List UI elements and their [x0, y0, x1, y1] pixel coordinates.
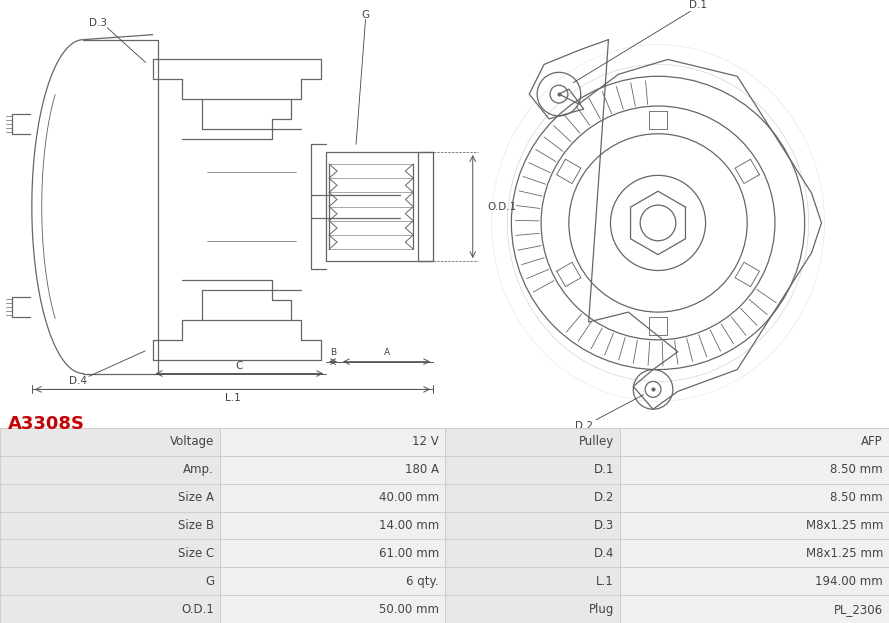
- Bar: [0, 483, 220, 511]
- Bar: [620, 483, 889, 511]
- Text: 50.00 mm: 50.00 mm: [379, 602, 439, 616]
- Text: Size B: Size B: [178, 519, 214, 532]
- Text: C: C: [236, 361, 243, 371]
- Bar: [620, 511, 889, 540]
- Text: AFP: AFP: [861, 435, 883, 449]
- Bar: [220, 568, 445, 595]
- Text: D.1: D.1: [594, 464, 614, 476]
- Text: D.3: D.3: [89, 18, 108, 28]
- Bar: [0, 428, 220, 456]
- Bar: [0, 540, 220, 568]
- Bar: [220, 511, 445, 540]
- Bar: [220, 595, 445, 623]
- Bar: [220, 540, 445, 568]
- Text: 8.50 mm: 8.50 mm: [830, 464, 883, 476]
- Text: 180 A: 180 A: [405, 464, 439, 476]
- Bar: [620, 540, 889, 568]
- Bar: [445, 540, 620, 568]
- Text: G: G: [362, 10, 370, 20]
- Text: A: A: [383, 348, 389, 357]
- Text: Voltage: Voltage: [170, 435, 214, 449]
- Text: Amp.: Amp.: [183, 464, 214, 476]
- Text: Plug: Plug: [589, 602, 614, 616]
- Text: PL_2306: PL_2306: [834, 602, 883, 616]
- Text: L.1: L.1: [225, 393, 240, 403]
- Bar: [0, 456, 220, 483]
- Bar: [220, 456, 445, 483]
- Text: 12 V: 12 V: [412, 435, 439, 449]
- Bar: [620, 595, 889, 623]
- Text: D.3: D.3: [594, 519, 614, 532]
- Text: M8x1.25 mm: M8x1.25 mm: [805, 519, 883, 532]
- Text: 14.00 mm: 14.00 mm: [379, 519, 439, 532]
- Text: O.D.1: O.D.1: [487, 202, 517, 212]
- Bar: [620, 456, 889, 483]
- Text: L.1: L.1: [597, 574, 614, 587]
- Text: Size C: Size C: [178, 547, 214, 560]
- Text: 194.00 mm: 194.00 mm: [815, 574, 883, 587]
- Text: 61.00 mm: 61.00 mm: [379, 547, 439, 560]
- Text: 40.00 mm: 40.00 mm: [379, 491, 439, 504]
- Text: 6 qty.: 6 qty.: [406, 574, 439, 587]
- Bar: [445, 456, 620, 483]
- Text: D.4: D.4: [69, 376, 87, 386]
- Bar: [0, 568, 220, 595]
- Bar: [220, 483, 445, 511]
- Text: Size A: Size A: [178, 491, 214, 504]
- Bar: [620, 568, 889, 595]
- Bar: [620, 428, 889, 456]
- Bar: [0, 511, 220, 540]
- Text: 8.50 mm: 8.50 mm: [830, 491, 883, 504]
- Text: D.2: D.2: [574, 421, 593, 431]
- Text: B: B: [330, 348, 336, 357]
- Bar: [220, 428, 445, 456]
- Bar: [445, 428, 620, 456]
- Text: D.1: D.1: [689, 0, 707, 10]
- Text: O.D.1: O.D.1: [181, 602, 214, 616]
- Bar: [445, 511, 620, 540]
- Text: A3308S: A3308S: [8, 415, 85, 433]
- Bar: [445, 568, 620, 595]
- Text: G: G: [204, 574, 214, 587]
- Text: M8x1.25 mm: M8x1.25 mm: [805, 547, 883, 560]
- Bar: [0, 595, 220, 623]
- Text: Pulley: Pulley: [579, 435, 614, 449]
- Bar: [445, 483, 620, 511]
- Text: D.2: D.2: [594, 491, 614, 504]
- Text: D.4: D.4: [594, 547, 614, 560]
- Bar: [445, 595, 620, 623]
